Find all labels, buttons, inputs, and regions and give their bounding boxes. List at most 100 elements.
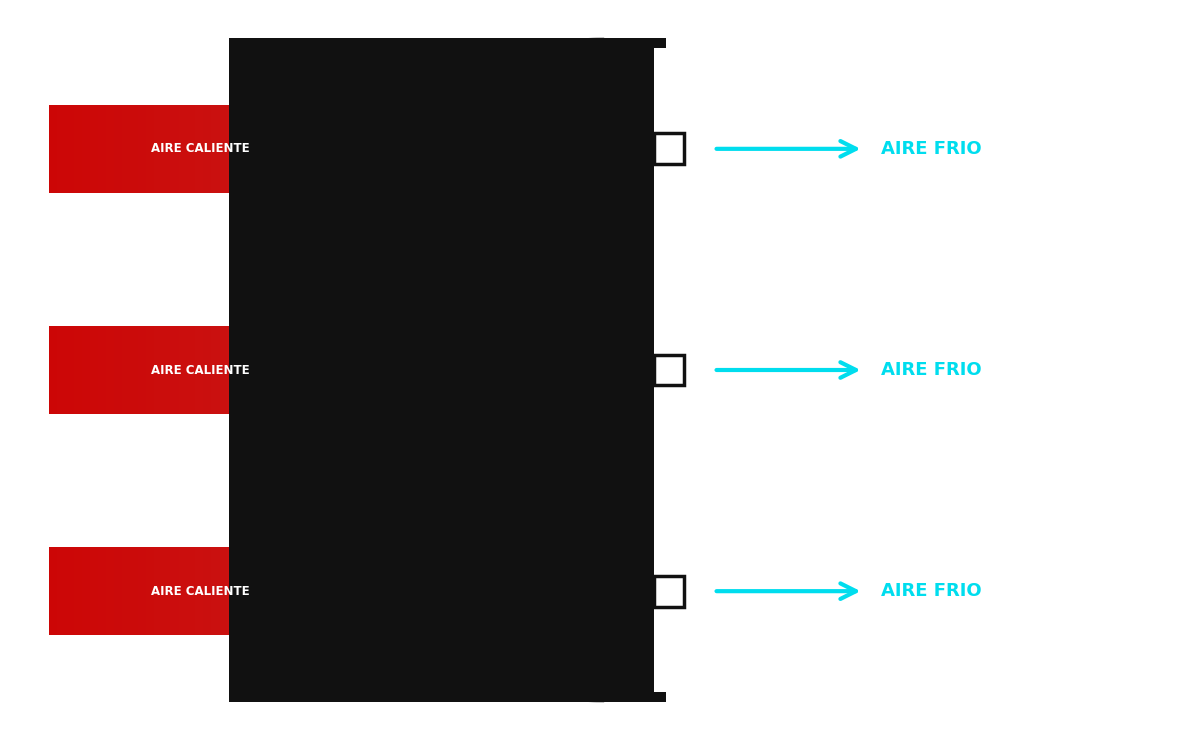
Bar (229, 263, 612, 698)
Bar (235, 326, 244, 414)
Bar (348, 326, 356, 414)
Text: AIRE CALIENTE: AIRE CALIENTE (151, 142, 250, 155)
Polygon shape (430, 90, 437, 208)
Polygon shape (574, 586, 581, 596)
Polygon shape (487, 332, 494, 408)
Bar (49, 105, 58, 193)
Polygon shape (415, 84, 422, 213)
Bar (211, 105, 218, 193)
Polygon shape (437, 535, 444, 648)
Bar (365, 326, 372, 414)
Bar (155, 105, 162, 193)
Polygon shape (437, 92, 444, 205)
Bar (308, 326, 316, 414)
Bar (654, 576, 684, 607)
Polygon shape (516, 122, 523, 175)
Polygon shape (379, 292, 386, 448)
Bar (97, 326, 106, 414)
Bar (235, 105, 244, 193)
Bar (300, 547, 308, 635)
Bar (138, 326, 146, 414)
Bar (90, 105, 97, 193)
Bar (292, 105, 300, 193)
Polygon shape (408, 303, 415, 437)
Bar (283, 105, 292, 193)
Bar (227, 326, 235, 414)
Bar (170, 326, 179, 414)
Polygon shape (494, 556, 502, 626)
Bar (194, 326, 203, 414)
Bar (122, 326, 130, 414)
Polygon shape (379, 514, 386, 669)
Polygon shape (401, 522, 408, 661)
Bar (146, 547, 155, 635)
Bar (106, 547, 114, 635)
Polygon shape (466, 545, 473, 636)
Polygon shape (451, 319, 458, 421)
Bar (66, 547, 73, 635)
Polygon shape (566, 583, 574, 599)
Polygon shape (408, 525, 415, 658)
Polygon shape (444, 317, 451, 423)
Bar (211, 547, 218, 635)
Polygon shape (538, 352, 545, 389)
Bar (203, 547, 211, 635)
Polygon shape (422, 530, 430, 653)
Text: AIRE FRIO: AIRE FRIO (881, 140, 982, 158)
Bar (308, 547, 316, 635)
Bar (155, 547, 162, 635)
Bar (138, 105, 146, 193)
Bar (130, 105, 138, 193)
Bar (276, 105, 283, 193)
Polygon shape (473, 548, 480, 634)
Polygon shape (530, 349, 538, 391)
Text: AIRE CALIENTE: AIRE CALIENTE (151, 585, 250, 598)
Polygon shape (473, 106, 480, 192)
Bar (283, 547, 292, 635)
Bar (600, 38, 654, 702)
Polygon shape (401, 79, 408, 218)
Bar (97, 547, 106, 635)
Bar (73, 547, 82, 635)
Bar (203, 105, 211, 193)
Bar (324, 547, 332, 635)
Bar (179, 326, 187, 414)
Bar (316, 105, 324, 193)
Polygon shape (458, 101, 466, 197)
Polygon shape (415, 527, 422, 656)
Bar (259, 105, 268, 193)
Bar (211, 326, 218, 414)
Polygon shape (394, 519, 401, 663)
Polygon shape (574, 365, 581, 375)
Bar (66, 105, 73, 193)
Polygon shape (386, 517, 394, 666)
Bar (170, 547, 179, 635)
Bar (365, 547, 372, 635)
Bar (194, 547, 203, 635)
Polygon shape (530, 127, 538, 170)
Bar (122, 105, 130, 193)
Bar (170, 105, 179, 193)
Polygon shape (372, 69, 379, 229)
Bar (218, 326, 227, 414)
Bar (316, 547, 324, 635)
Bar (283, 326, 292, 414)
Bar (227, 105, 235, 193)
Polygon shape (494, 335, 502, 405)
Bar (300, 326, 308, 414)
Bar (218, 105, 227, 193)
Bar (332, 105, 341, 193)
Polygon shape (451, 98, 458, 200)
Polygon shape (523, 567, 530, 615)
Polygon shape (451, 540, 458, 642)
Bar (276, 326, 283, 414)
Polygon shape (523, 346, 530, 394)
Bar (66, 326, 73, 414)
Bar (251, 547, 259, 635)
Text: AIRE FRIO: AIRE FRIO (881, 361, 982, 379)
Polygon shape (509, 562, 516, 621)
Polygon shape (430, 312, 437, 428)
Polygon shape (386, 74, 394, 223)
Bar (130, 547, 138, 635)
Polygon shape (516, 565, 523, 618)
